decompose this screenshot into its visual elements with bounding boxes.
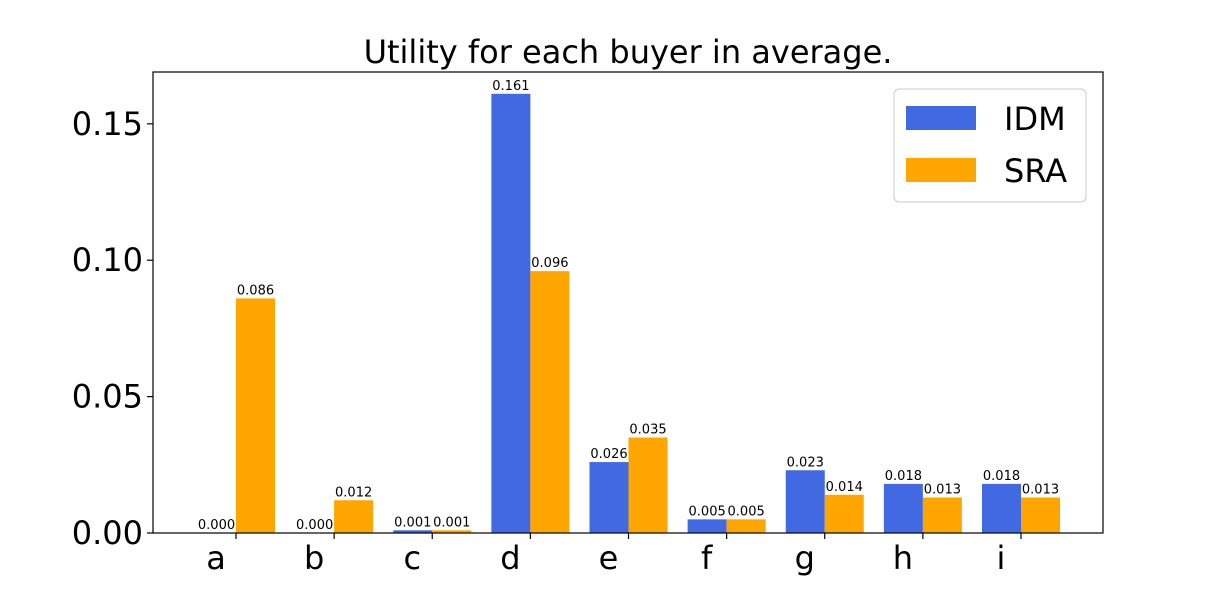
bar-value-label: 0.000 <box>198 518 235 533</box>
x-tick-label: b <box>304 539 324 577</box>
bar-value-label: 0.086 <box>237 283 274 298</box>
bar-sra-e <box>628 437 668 533</box>
bar-value-label: 0.005 <box>728 504 765 519</box>
legend-label-sra: SRA <box>1004 152 1067 190</box>
bar-idm-d <box>491 93 531 534</box>
bar-idm-c <box>393 530 433 533</box>
bar-value-label: 0.013 <box>924 483 961 498</box>
x-tick-label: f <box>701 539 713 577</box>
bar-value-label: 0.161 <box>492 79 529 94</box>
x-tick-label: d <box>500 539 520 577</box>
bar-sra-i <box>1021 497 1060 533</box>
bar-value-label: 0.012 <box>335 485 372 500</box>
x-tick-label: i <box>997 539 1006 577</box>
bar-value-label: 0.001 <box>394 515 431 530</box>
plot-area: 0.000 0.000 0.001 0.161 0.026 0.005 0.023 0.018… <box>72 71 1104 577</box>
legend-swatch-sra <box>906 158 976 182</box>
bar-sra-a <box>236 298 275 533</box>
bar-value-label: 0.013 <box>1022 483 1059 498</box>
bar-value-label: 0.026 <box>590 447 627 462</box>
chart-title: Utility for each buyer in average. <box>364 33 893 71</box>
bar-idm-e <box>589 462 629 533</box>
bar-value-label: 0.023 <box>787 455 824 470</box>
bar-value-label: 0.018 <box>983 469 1020 484</box>
x-tick-label: a <box>206 539 226 577</box>
x-tick-label: e <box>599 539 619 577</box>
legend-swatch-idm <box>906 106 976 130</box>
bar-value-label: 0.005 <box>689 504 726 519</box>
bar-sra-g <box>824 494 864 533</box>
chart-legend: IDM SRA <box>893 88 1087 203</box>
legend-label-idm: IDM <box>1004 100 1066 138</box>
bar-idm-f <box>687 519 727 533</box>
bar-value-label: 0.018 <box>885 469 922 484</box>
x-tick-label: c <box>403 539 421 577</box>
bar-value-label: 0.000 <box>296 518 333 533</box>
x-tick-label: g <box>795 539 815 577</box>
bar-value-label: 0.096 <box>531 256 568 271</box>
y-tick-label: 0.00 <box>72 514 143 552</box>
bar-sra-b <box>334 500 374 533</box>
bar-sra-h <box>922 497 962 533</box>
bar-idm-h <box>883 483 923 533</box>
bar-idm-i <box>982 483 1021 533</box>
bar-sra-f <box>726 519 766 533</box>
y-tick-label: 0.10 <box>72 241 143 279</box>
y-tick-label: 0.15 <box>72 105 143 143</box>
y-tick-label: 0.05 <box>72 378 143 416</box>
bar-value-label: 0.035 <box>629 423 666 438</box>
bar-value-label: 0.014 <box>826 480 863 495</box>
x-tick-label: h <box>893 539 913 577</box>
bar-sra-c <box>432 530 472 533</box>
bar-sra-d <box>530 271 570 533</box>
bar-value-label: 0.001 <box>433 515 470 530</box>
bar-idm-g <box>785 470 825 533</box>
